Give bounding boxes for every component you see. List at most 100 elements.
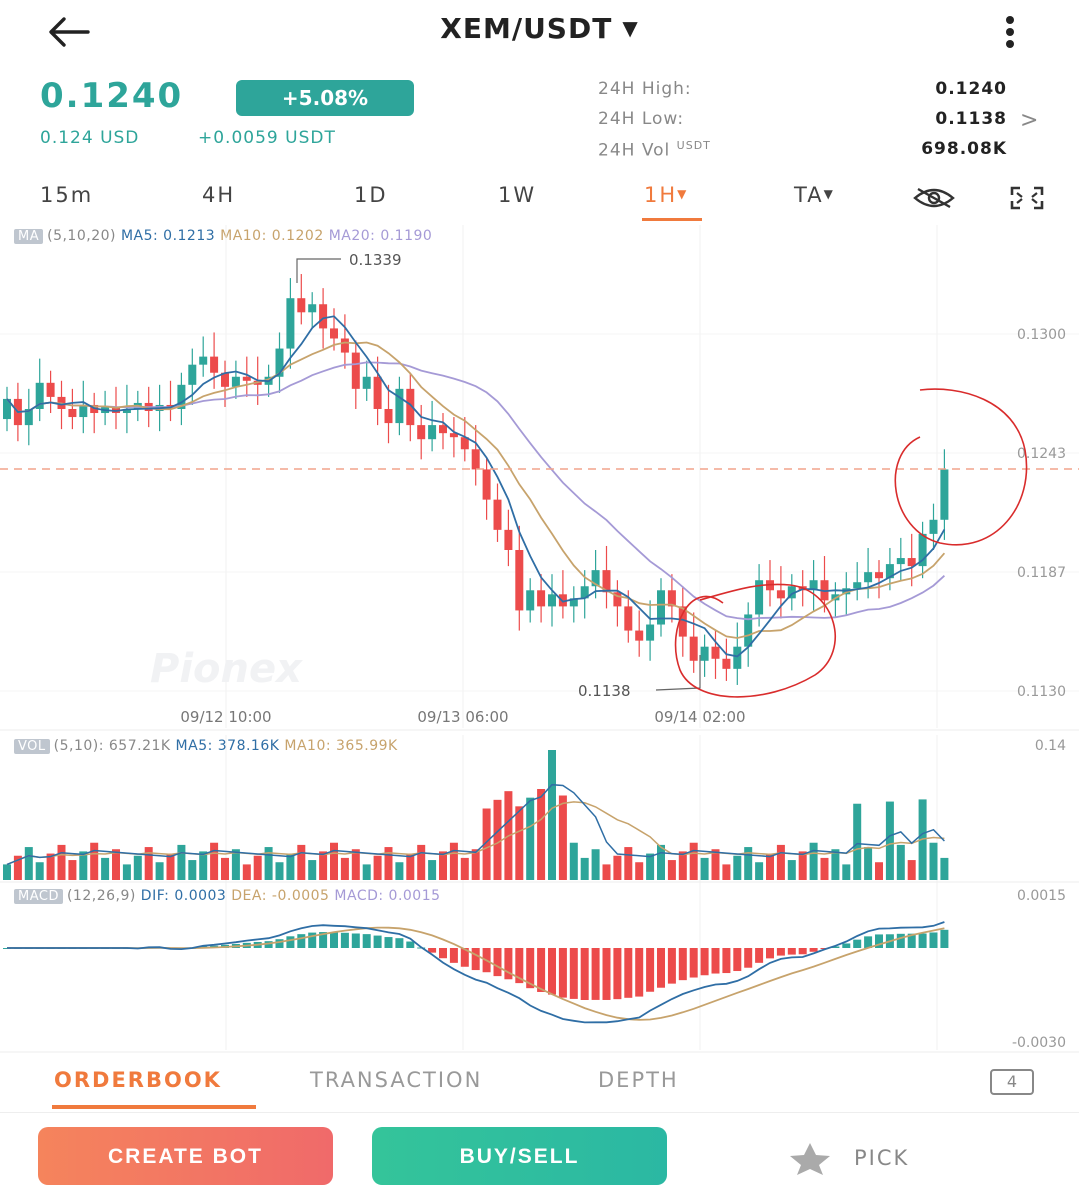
macd-histogram [3,929,949,1000]
macd-bar [428,948,437,953]
macd-bar [548,948,556,995]
macd-bar [515,948,524,984]
volume-bar [330,842,338,880]
tab-1w[interactable]: 1W [498,183,537,207]
candle-body [188,364,197,385]
time-tick: 09/12 10:00 [180,708,271,726]
candles [3,274,949,685]
candle-body [449,433,458,438]
volume-bar [820,857,829,880]
macd-bar [722,948,731,974]
macd-params: (12,26,9) [66,888,136,904]
volume-bar [35,862,44,880]
volume-bar [177,844,186,880]
watermark: Pionex [150,646,303,692]
tab-1d[interactable]: 1D [354,183,388,207]
candle-body [3,398,11,420]
volume-bar [776,844,785,880]
candle-body [210,356,219,373]
candle-body [537,590,546,607]
candle-body [428,425,437,440]
volume-bar [199,851,208,880]
macd-bar [297,934,306,948]
back-arrow-icon[interactable] [44,12,94,52]
macd-bar [471,948,480,971]
macd-bar [286,936,295,948]
candle-body [242,376,251,381]
tab-depth[interactable]: DEPTH [598,1068,679,1092]
macd-bar [733,948,742,972]
macd-bar [613,948,622,1000]
time-tick: 09/14 02:00 [654,708,745,726]
macd-bar [330,932,338,948]
macd-bar [384,937,393,948]
volume-bar [395,862,404,880]
macd-bar [635,948,644,997]
orderbook-count-badge[interactable]: 4 [990,1069,1034,1095]
tab-orderbook[interactable]: ORDERBOOK [54,1068,222,1092]
volume-bar [733,855,742,880]
volume-bar [700,857,709,880]
volume-bar [449,842,458,880]
macd-bar [504,948,513,980]
candle-body [231,376,240,387]
tab-ta[interactable]: TA▼ [794,183,835,207]
caret-down-icon: ▼ [622,16,639,40]
candle-body [504,529,513,550]
candle-body [221,372,229,387]
volume-bar [613,855,622,880]
candle-body [569,598,578,607]
candle-body [940,469,949,520]
volume-bar [482,808,491,880]
volume-bar [406,853,415,880]
high-label: 24H High: [598,79,692,99]
chevron-right-icon[interactable]: > [1020,108,1039,133]
volume-bar [537,789,546,880]
create-bot-button[interactable]: CREATE BOT [38,1127,333,1185]
volume-bar [264,847,273,880]
macd-bar [340,932,349,948]
pair-selector[interactable]: XEM/USDT ▼ [0,12,1079,45]
active-tab-underline [52,1105,256,1109]
candle-body [384,408,393,424]
tab-1h[interactable]: 1H▼ [644,183,689,207]
volume-bar [798,851,807,880]
tab-transaction[interactable]: TRANSACTION [310,1068,483,1092]
candle-body [896,558,905,565]
volume-bar [221,857,229,880]
volume-bar [907,860,916,880]
candle-body [351,352,360,389]
pick-label[interactable]: PICK [854,1146,910,1170]
candle-body [635,630,644,641]
dif-line [7,921,945,1024]
fullscreen-icon[interactable] [1010,186,1044,210]
volume-bar [580,857,589,880]
candle-body [755,580,764,615]
low-label: 24H Low: [598,109,685,129]
tab-4h[interactable]: 4H [202,183,236,207]
more-menu-icon[interactable] [996,14,1024,50]
hide-indicators-icon[interactable] [912,186,956,210]
candle-body [460,437,469,450]
pick-button[interactable] [784,1140,944,1176]
macd-bar [787,948,796,955]
tab-15m[interactable]: 15m [40,183,94,207]
volume-bar [188,860,197,880]
macd-bar [439,948,447,959]
volume-label: 24H Vol USDT [598,139,711,161]
macd-value: MACD: 0.0015 [334,888,441,904]
macd-bar [809,948,818,952]
candle-body [515,549,524,611]
macd-bar [907,933,916,948]
candle-body [24,408,33,426]
macd-tick: -0.0030 [1012,1035,1066,1051]
volume-bar [493,799,502,880]
vol-ma5-value: MA5: 378.16K [175,738,280,754]
volume-bar [242,864,251,880]
macd-bar [667,948,676,984]
volume-bar [275,862,284,880]
volume-unit: USDT [676,139,711,152]
candle-body [79,404,88,418]
buy-sell-button[interactable]: BUY/SELL [372,1127,667,1185]
candlestick-chart[interactable]: Pionex 0.1339 0.1138 0.1300 0.1243 0.118… [0,0,1079,1060]
